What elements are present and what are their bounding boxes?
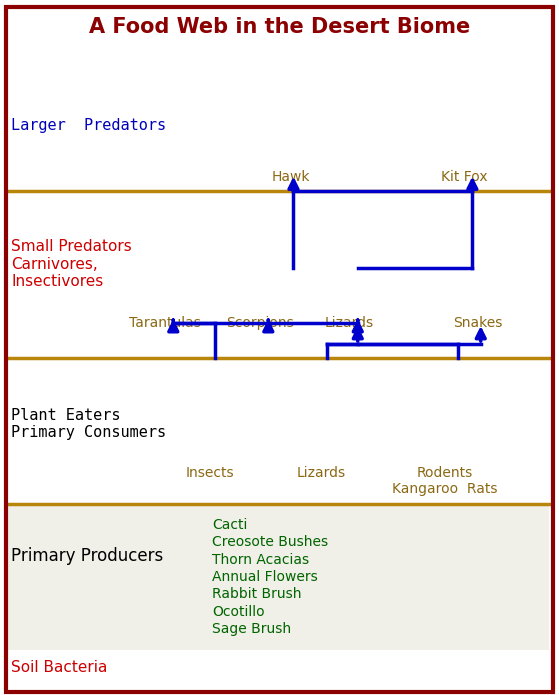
Text: Kit Fox: Kit Fox <box>440 170 487 184</box>
Text: Thorn Acacias: Thorn Acacias <box>212 553 310 566</box>
Text: Rabbit Brush: Rabbit Brush <box>212 587 302 601</box>
Text: Sage Brush: Sage Brush <box>212 622 292 636</box>
Text: A Food Web in the Desert Biome: A Food Web in the Desert Biome <box>89 17 470 38</box>
Text: Snakes: Snakes <box>453 316 503 330</box>
Text: Scorpions: Scorpions <box>226 316 294 330</box>
Text: Primary Producers: Primary Producers <box>11 547 163 565</box>
Text: Small Predators
Carnivores,
Insectivores: Small Predators Carnivores, Insectivores <box>11 239 132 289</box>
Text: Annual Flowers: Annual Flowers <box>212 570 318 584</box>
Text: Cacti: Cacti <box>212 518 248 532</box>
Text: Rodents
Kangaroo  Rats: Rodents Kangaroo Rats <box>392 466 497 496</box>
Text: Insects: Insects <box>186 466 234 480</box>
Text: Creosote Bushes: Creosote Bushes <box>212 535 329 549</box>
Text: Lizards: Lizards <box>297 466 346 480</box>
Text: Ocotillo: Ocotillo <box>212 605 265 619</box>
Text: Plant Eaters
Primary Consumers: Plant Eaters Primary Consumers <box>11 408 167 440</box>
Text: Tarantulas: Tarantulas <box>129 316 201 330</box>
Text: Hawk: Hawk <box>272 170 310 184</box>
Text: Larger  Predators: Larger Predators <box>11 117 167 133</box>
Text: Soil Bacteria: Soil Bacteria <box>11 660 107 675</box>
FancyBboxPatch shape <box>8 505 549 650</box>
Text: Lizards: Lizards <box>325 316 374 330</box>
